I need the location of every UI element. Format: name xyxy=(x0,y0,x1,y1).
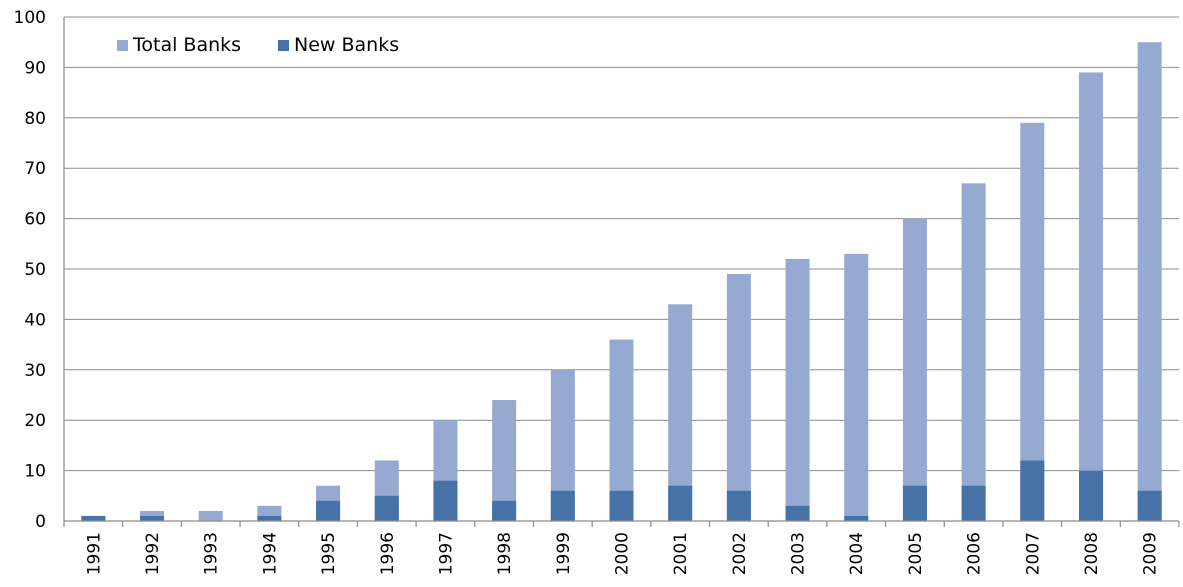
bar-total-banks-2006 xyxy=(961,183,986,521)
bar-total-banks-2001 xyxy=(668,304,693,521)
bar-total-banks-2002 xyxy=(726,274,751,521)
legend-swatch-new-banks xyxy=(278,40,289,51)
y-tick-label-20: 20 xyxy=(24,411,46,431)
x-tick-label-1995: 1995 xyxy=(319,532,339,575)
legend-swatch-total-banks xyxy=(117,40,128,51)
x-tick-label-1996: 1996 xyxy=(378,532,398,575)
bar-new-banks-1991 xyxy=(81,515,106,521)
x-tick-label-1992: 1992 xyxy=(143,532,163,575)
bar-total-banks-2003 xyxy=(785,258,810,521)
bar-total-banks-2004 xyxy=(844,253,869,521)
bar-new-banks-2006 xyxy=(961,485,986,521)
x-axis-tick-labels: 1991 1992 1993 1994 1995 1996 1997 1998 1999 2000… xyxy=(84,532,1160,575)
bar-new-banks-1996 xyxy=(374,495,399,521)
bar-new-banks-2003 xyxy=(785,505,810,521)
bar-new-banks-2007 xyxy=(1020,460,1045,521)
bar-total-banks-2009 xyxy=(1137,42,1162,521)
x-tick-label-2006: 2006 xyxy=(965,532,985,575)
y-tick-label-50: 50 xyxy=(24,260,46,280)
y-tick-label-60: 60 xyxy=(24,210,46,230)
bar-new-banks-1992 xyxy=(140,515,165,521)
x-tick-label-2000: 2000 xyxy=(613,532,633,575)
legend: Total Banks New Banks xyxy=(117,34,399,56)
bar-new-banks-1998 xyxy=(492,500,517,521)
x-tick-label-2008: 2008 xyxy=(1082,532,1102,575)
legend-label-total-banks: Total Banks xyxy=(132,34,241,56)
x-tick-label-2002: 2002 xyxy=(730,532,750,575)
bar-new-banks-1997 xyxy=(433,480,458,521)
axes xyxy=(63,17,1180,527)
x-tick-label-1998: 1998 xyxy=(495,532,515,575)
bar-total-banks-2007 xyxy=(1020,122,1045,521)
bar-total-banks-2008 xyxy=(1078,72,1103,521)
legend-label-new-banks: New Banks xyxy=(294,34,399,56)
y-axis-tick-labels: 0 10 20 30 40 50 60 70 80 90 100 xyxy=(14,8,46,532)
x-tick-label-1994: 1994 xyxy=(260,532,280,575)
x-tick-label-1993: 1993 xyxy=(202,532,222,575)
x-tick-label-1991: 1991 xyxy=(84,532,104,575)
gridlines xyxy=(64,16,1179,472)
bar-new-banks-1995 xyxy=(316,500,341,521)
bar-total-banks-1993 xyxy=(198,510,223,521)
bar-new-banks-2004 xyxy=(844,515,869,521)
bar-new-banks-2009 xyxy=(1137,490,1162,521)
x-tick-label-2007: 2007 xyxy=(1023,532,1043,575)
bar-new-banks-2008 xyxy=(1078,470,1103,521)
y-tick-label-70: 70 xyxy=(24,159,46,179)
y-tick-label-100: 100 xyxy=(14,8,46,28)
x-tick-label-2009: 2009 xyxy=(1141,532,1161,575)
y-tick-label-30: 30 xyxy=(24,361,46,381)
x-tick-label-2005: 2005 xyxy=(906,532,926,575)
y-tick-label-80: 80 xyxy=(24,109,46,129)
bar-new-banks-2002 xyxy=(726,490,751,521)
x-tick-label-2004: 2004 xyxy=(847,532,867,575)
y-tick-label-0: 0 xyxy=(35,512,46,532)
bar-new-banks-1994 xyxy=(257,515,282,521)
bars xyxy=(81,42,1162,521)
y-tick-label-40: 40 xyxy=(24,310,46,330)
x-tick-label-1999: 1999 xyxy=(554,532,574,575)
x-tick-label-1997: 1997 xyxy=(436,532,456,575)
x-tick-label-2001: 2001 xyxy=(671,532,691,575)
bar-new-banks-2005 xyxy=(902,485,927,521)
bar-total-banks-2005 xyxy=(902,218,927,521)
bar-new-banks-2001 xyxy=(668,485,693,521)
bar-new-banks-1999 xyxy=(550,490,575,521)
x-tick-label-2003: 2003 xyxy=(789,532,809,575)
y-tick-label-10: 10 xyxy=(24,462,46,482)
bar-new-banks-2000 xyxy=(609,490,634,521)
y-tick-label-90: 90 xyxy=(24,58,46,78)
